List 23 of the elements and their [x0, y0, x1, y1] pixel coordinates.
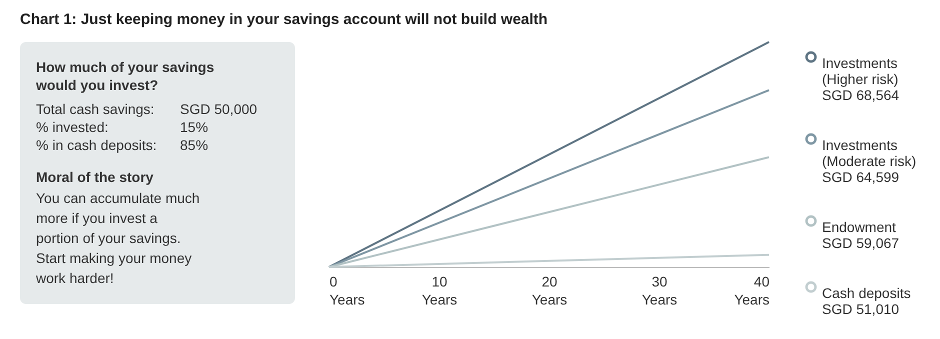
text: SGD 51,010 [822, 301, 900, 317]
text: % in cash deposits: [36, 137, 157, 153]
text: Total cash savings: [36, 101, 154, 117]
text: You can accumulate much more if you invest a portion of your savings. Start making your money work harder! [35, 190, 200, 286]
chart-title: Chart 1: Just keeping money in your savings account will not build wealth [20, 11, 548, 28]
x-tick-label: 0 Years [330, 274, 365, 308]
text: SGD 59,067 [822, 235, 900, 251]
text: SGD 64,599 [822, 169, 900, 185]
text: How much of your savings would you invest? [35, 59, 214, 93]
x-tick-label: 20 Years [532, 274, 568, 308]
text: 85% [180, 137, 208, 153]
text: SGD 50,000 [180, 101, 258, 117]
legend-label: Investments (Higher risk) [822, 55, 898, 87]
legend-label: Investments (Moderate risk) [822, 137, 916, 169]
text: % invested: [36, 119, 108, 135]
x-tick-label: 30 Years [642, 274, 678, 308]
legend-label: Cash deposits [822, 285, 911, 301]
legend-label: Endowment [822, 219, 896, 235]
x-tick-label: 10 Years [422, 274, 458, 308]
text: 15% [180, 119, 208, 135]
text: SGD 68,564 [822, 87, 900, 103]
text: Moral of the story [36, 169, 154, 185]
x-tick-label: 40 Years [734, 274, 770, 308]
